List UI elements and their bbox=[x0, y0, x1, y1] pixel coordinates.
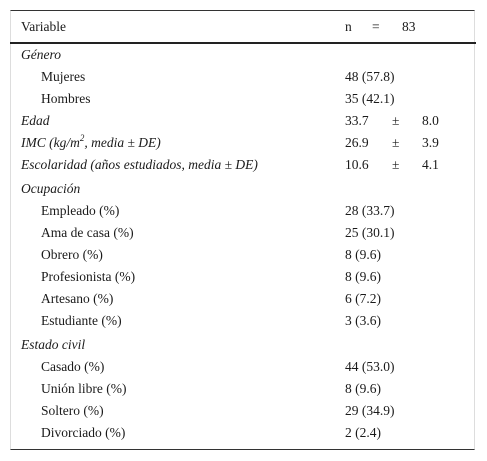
row-value: 8 (9.6) bbox=[345, 269, 381, 284]
header-equals: = bbox=[372, 19, 380, 34]
row-value: 3 (3.6) bbox=[345, 313, 381, 328]
row-sd: 4.1 bbox=[422, 157, 439, 172]
header-rule bbox=[10, 42, 476, 44]
row-label: Profesionista (%) bbox=[41, 269, 136, 284]
row-value: 8 (9.6) bbox=[345, 381, 381, 396]
row-value: 8 (9.6) bbox=[345, 247, 381, 262]
row-label: Escolaridad (años estudiados, media ± DE… bbox=[21, 157, 258, 172]
row-label: Mujeres bbox=[41, 69, 86, 84]
row-label: Ama de casa (%) bbox=[41, 225, 134, 240]
row-label: Obrero (%) bbox=[41, 247, 103, 262]
row-value: 28 (33.7) bbox=[345, 203, 395, 218]
row-mean: 26.9 bbox=[345, 135, 369, 150]
section-title: Género bbox=[21, 47, 61, 62]
row-label: Empleado (%) bbox=[41, 203, 120, 218]
row-plus-minus: ± bbox=[392, 157, 400, 172]
row-value: 6 (7.2) bbox=[345, 291, 381, 306]
label-end: , media ± DE) bbox=[84, 135, 161, 150]
row-value: 44 (53.0) bbox=[345, 359, 395, 374]
section-title: Estado civil bbox=[21, 337, 86, 352]
row-value: 29 (34.9) bbox=[345, 403, 395, 418]
row-value: 48 (57.8) bbox=[345, 69, 395, 84]
header-variable: Variable bbox=[21, 19, 66, 34]
row-value: 2 (2.4) bbox=[345, 425, 381, 440]
section-title: Ocupación bbox=[21, 181, 81, 196]
row-plus-minus: ± bbox=[392, 113, 400, 128]
row-sd: 8.0 bbox=[422, 113, 439, 128]
row-label: Soltero (%) bbox=[41, 403, 104, 418]
row-label: IMC (kg/m2, media ± DE) bbox=[21, 133, 161, 151]
row-label: Unión libre (%) bbox=[41, 381, 127, 396]
row-label: Casado (%) bbox=[41, 359, 105, 374]
superscript: 2 bbox=[79, 133, 85, 143]
row-label: Artesano (%) bbox=[41, 291, 114, 306]
row-label: Estudiante (%) bbox=[41, 313, 122, 328]
row-value: 35 (42.1) bbox=[345, 91, 395, 106]
row-plus-minus: ± bbox=[392, 135, 400, 150]
row-mean: 10.6 bbox=[345, 157, 369, 172]
row-mean: 33.7 bbox=[345, 113, 369, 128]
row-sd: 3.9 bbox=[422, 135, 439, 150]
row-label: Edad bbox=[21, 113, 50, 128]
table-border bbox=[10, 10, 475, 450]
header-count: 83 bbox=[402, 19, 416, 34]
header-n: n bbox=[345, 19, 352, 34]
row-label: Divorciado (%) bbox=[41, 425, 126, 440]
row-label: Hombres bbox=[41, 91, 91, 106]
row-value: 25 (30.1) bbox=[345, 225, 395, 240]
